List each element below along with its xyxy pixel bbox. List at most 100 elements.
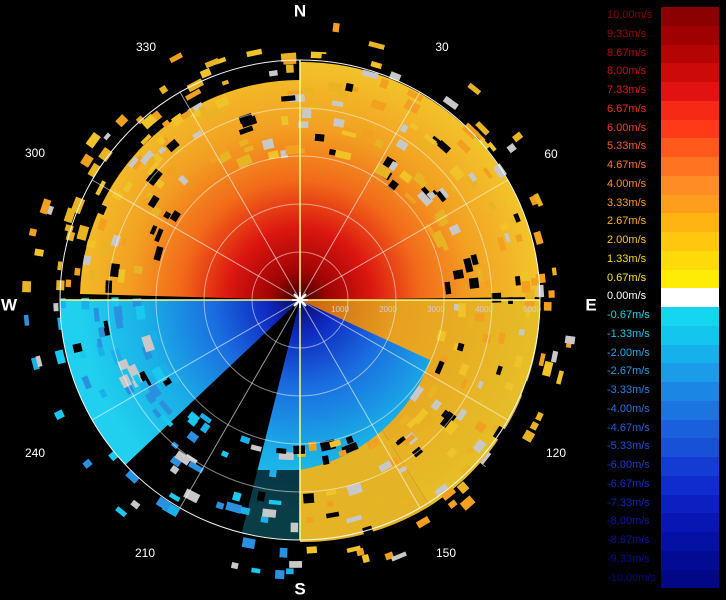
echo-bin: [550, 350, 559, 363]
azimuth-line: [91, 299, 301, 421]
echo-bin: [385, 437, 398, 448]
legend-label: 7.33m/s: [607, 84, 647, 96]
azimuth-line: [179, 91, 301, 301]
echo-bin: [148, 475, 158, 486]
echo-bin: [82, 458, 93, 469]
echo-bin: [398, 414, 411, 426]
echo-bin: [130, 499, 141, 510]
echo-bin: [310, 501, 317, 510]
legend-label: -7.33m/s: [607, 496, 650, 509]
legend-swatch: [661, 119, 719, 139]
echo-bin: [370, 99, 387, 112]
legend-swatch: [661, 382, 719, 401]
echo-bin: [117, 269, 126, 283]
velocity-echo-field: [60, 61, 541, 543]
legend-label: 0.67m/s: [607, 271, 647, 284]
legend-label: 6.67m/s: [607, 102, 647, 115]
echo-bin: [320, 550, 330, 556]
echo-bin: [98, 146, 113, 163]
echo-bin: [439, 411, 457, 430]
echo-bin: [93, 307, 100, 322]
echo-bin: [437, 187, 450, 200]
echo-bin: [468, 171, 478, 183]
echo-bin: [54, 349, 66, 365]
echo-bin: [456, 139, 471, 154]
echo-bin: [388, 71, 402, 82]
echo-bin: [235, 153, 253, 169]
echo-bin: [22, 281, 32, 293]
echo-bin: [522, 429, 536, 443]
range-label-5000: 5000: [523, 305, 541, 314]
legend-label: -6.00m/s: [607, 459, 650, 471]
echo-bin: [162, 377, 173, 387]
legend-label: 2.67m/s: [607, 215, 647, 228]
echo-bin: [538, 353, 546, 367]
echo-bin: [368, 40, 385, 50]
echo-bin: [123, 279, 132, 290]
echo-bin: [89, 269, 95, 281]
echo-bin: [261, 138, 275, 151]
echo-bin: [302, 493, 315, 504]
range-label-4000: 4000: [475, 305, 493, 314]
echo-bin: [361, 553, 370, 564]
echo-bin: [511, 131, 524, 143]
echo-bin: [498, 332, 506, 345]
echo-bin: [186, 430, 200, 444]
echo-bin: [537, 284, 545, 298]
echo-bin: [144, 391, 157, 404]
echo-bin: [395, 435, 406, 446]
echo-bin: [504, 232, 511, 243]
echo-bin: [96, 338, 103, 348]
echo-bin: [475, 121, 490, 136]
legend-label: -1.33m/s: [607, 327, 650, 340]
echo-bin: [183, 488, 201, 504]
echo-bin: [141, 113, 158, 130]
echo-bin: [243, 145, 254, 153]
echo-bin: [438, 208, 448, 220]
legend-entry: -4.67m/s: [604, 419, 722, 439]
echo-bin: [97, 320, 105, 330]
echo-bin: [169, 52, 184, 64]
echo-bin: [305, 517, 314, 523]
legend-entry: 8.67m/s: [604, 44, 722, 64]
echo-bin: [208, 526, 227, 540]
echo-bin: [456, 342, 465, 352]
echo-bin: [331, 100, 344, 108]
echo-bin: [289, 561, 302, 568]
echo-bin: [515, 233, 523, 243]
echo-bin: [241, 555, 250, 567]
echo-bin: [344, 82, 354, 92]
echo-bin: [337, 88, 350, 98]
echo-bin: [111, 297, 119, 307]
legend-swatch: [661, 419, 719, 439]
echo-bin: [169, 464, 180, 475]
echo-bin: [192, 130, 203, 139]
echo-bin: [214, 96, 230, 109]
echo-bin: [180, 107, 196, 121]
echo-bin: [346, 482, 363, 497]
echo-bin: [256, 491, 266, 502]
legend-label: 2.00m/s: [607, 234, 647, 246]
echo-bin: [470, 254, 479, 266]
legend-entry: -6.67m/s: [604, 475, 722, 495]
echo-bin: [409, 385, 425, 403]
echo-bin: [515, 450, 523, 459]
legend-entry: 2.67m/s: [604, 213, 722, 232]
echo-bin: [110, 348, 124, 365]
echo-bin: [404, 192, 417, 205]
legend-entry: 7.33m/s: [604, 82, 722, 101]
echo-bin: [199, 412, 212, 424]
legend-entry: -2.00m/s: [604, 344, 722, 364]
echo-bin: [429, 405, 442, 418]
echo-bin: [395, 138, 409, 152]
echo-bin: [152, 408, 162, 419]
echo-bin: [155, 496, 172, 512]
echo-bin: [281, 115, 289, 126]
echo-bin: [314, 133, 325, 142]
azimuth-line: [299, 91, 421, 301]
echo-bin: [268, 70, 278, 77]
echo-bin: [468, 277, 480, 289]
echo-bin: [366, 437, 381, 450]
echo-bin: [521, 280, 531, 293]
echo-bin: [430, 399, 442, 411]
